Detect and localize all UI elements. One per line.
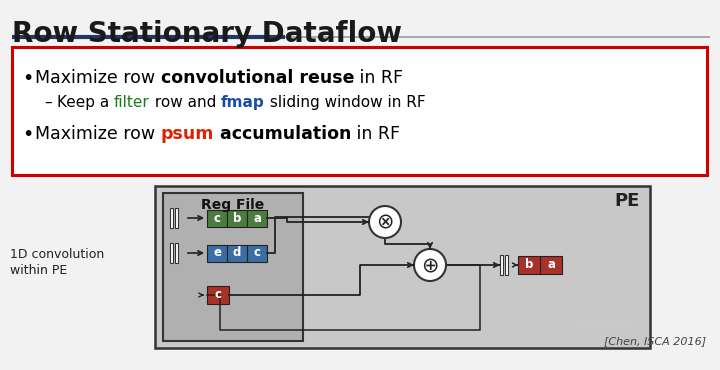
Text: b: b [233,212,241,225]
Text: ⊕: ⊕ [421,255,438,275]
Text: Maximize row: Maximize row [35,125,161,143]
Text: in RF: in RF [351,125,400,143]
Text: Keep a: Keep a [57,95,114,110]
Text: •: • [22,125,33,144]
Text: 1D convolution: 1D convolution [10,249,104,262]
Bar [170,208,173,228]
Bar [207,245,227,262]
Text: in RF: in RF [354,69,403,87]
Text: fmap: fmap [221,95,265,110]
Text: Reg File: Reg File [202,198,265,212]
Text: filter: filter [114,95,150,110]
Text: e: e [213,246,221,259]
Text: c: c [214,212,220,225]
Text: [Chen, ISCA 2016]: [Chen, ISCA 2016] [604,336,706,346]
Bar [12,47,707,175]
Text: b: b [525,259,534,272]
Bar [155,186,650,348]
Bar [170,243,173,263]
Bar [518,256,540,274]
Text: ⊗: ⊗ [377,212,394,232]
Text: sliding window in RF: sliding window in RF [265,95,426,110]
Bar [175,243,178,263]
Text: c: c [215,289,222,302]
Bar [247,245,267,262]
Text: convolutional reuse: convolutional reuse [161,69,354,87]
Text: d: d [233,246,241,259]
Bar [207,286,229,304]
Text: c: c [253,246,261,259]
Bar [505,255,508,275]
Circle shape [414,249,446,281]
Text: Maximize row: Maximize row [35,69,161,87]
Circle shape [369,206,401,238]
Bar [247,209,267,226]
Bar [207,209,227,226]
Bar [227,245,247,262]
Text: 知乎 @meton: 知乎 @meton [575,320,635,330]
Text: row and: row and [150,95,221,110]
Bar [540,256,562,274]
Bar [227,209,247,226]
Text: accumulation: accumulation [214,125,351,143]
Bar [163,193,303,341]
Text: within PE: within PE [10,263,67,276]
Text: psum: psum [161,125,214,143]
Bar [175,208,178,228]
Text: •: • [22,69,33,88]
Text: a: a [547,259,555,272]
Text: a: a [253,212,261,225]
Text: PE: PE [615,192,640,210]
Text: –: – [44,95,52,110]
Bar [500,255,503,275]
Text: Row Stationary Dataflow: Row Stationary Dataflow [12,20,402,48]
